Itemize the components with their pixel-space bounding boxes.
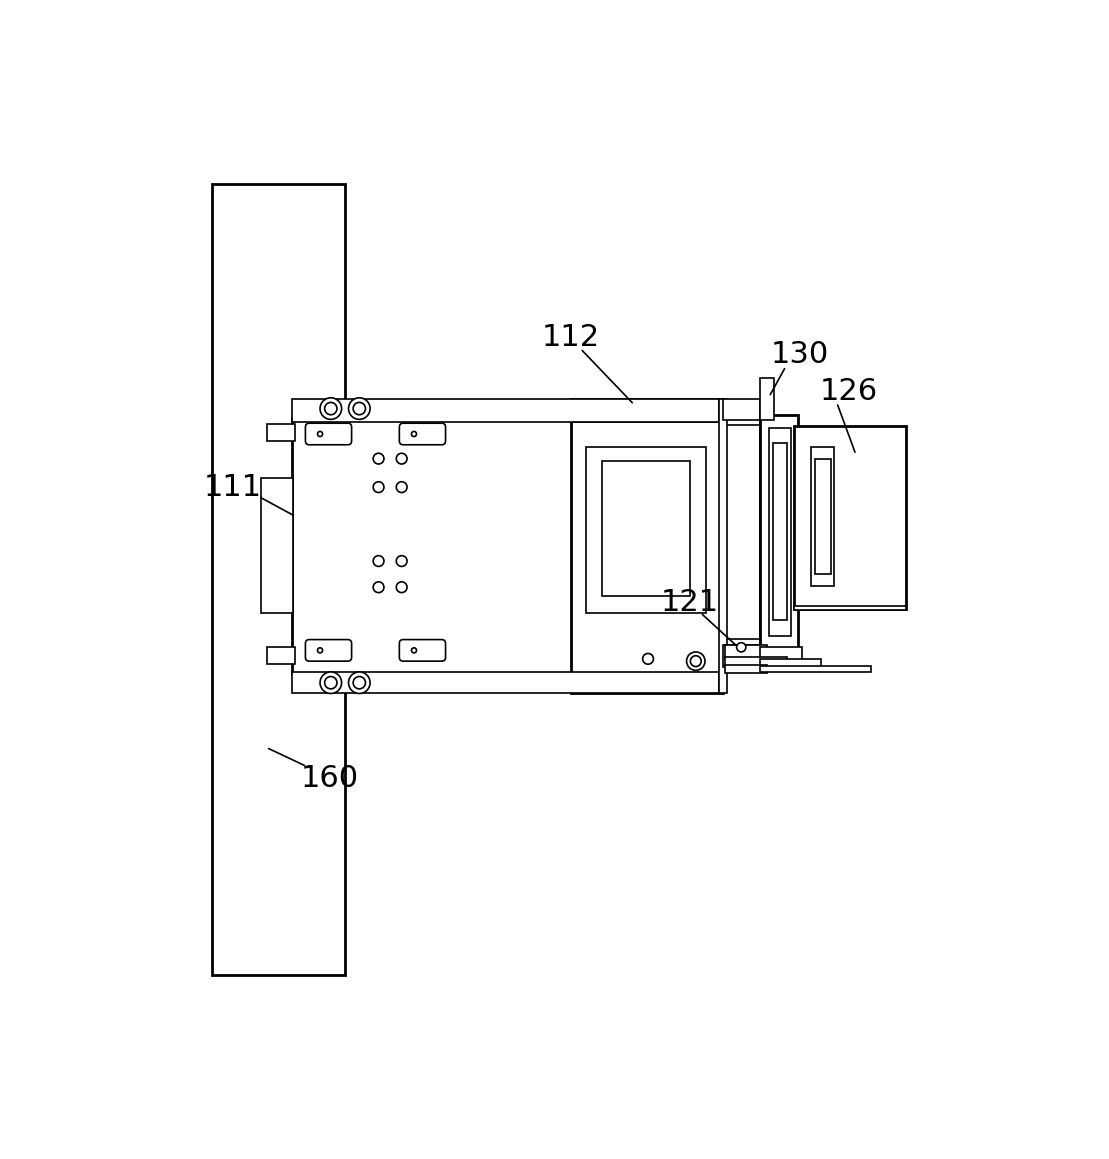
Circle shape xyxy=(373,582,384,592)
Bar xyxy=(725,656,786,668)
Circle shape xyxy=(643,654,653,664)
Bar xyxy=(267,424,295,440)
Bar xyxy=(794,425,906,608)
Bar xyxy=(212,184,345,976)
Bar xyxy=(723,399,760,420)
Bar xyxy=(773,443,786,620)
Circle shape xyxy=(325,402,337,415)
Circle shape xyxy=(686,651,705,670)
Bar xyxy=(760,647,802,661)
Bar xyxy=(723,644,760,666)
Circle shape xyxy=(325,677,337,688)
FancyBboxPatch shape xyxy=(399,423,446,445)
Bar xyxy=(815,459,831,574)
Text: 121: 121 xyxy=(661,588,719,617)
Circle shape xyxy=(396,555,407,567)
Circle shape xyxy=(353,677,366,688)
Circle shape xyxy=(396,482,407,493)
Circle shape xyxy=(348,398,370,420)
Circle shape xyxy=(317,648,323,653)
FancyBboxPatch shape xyxy=(305,423,352,445)
FancyBboxPatch shape xyxy=(399,640,446,661)
Bar xyxy=(587,447,705,613)
Circle shape xyxy=(396,582,407,592)
Bar xyxy=(292,418,572,675)
Bar xyxy=(292,672,719,693)
Bar xyxy=(760,665,872,672)
FancyBboxPatch shape xyxy=(305,640,352,661)
Text: 126: 126 xyxy=(820,377,877,406)
Circle shape xyxy=(321,672,342,693)
Circle shape xyxy=(373,482,384,493)
Bar xyxy=(571,399,723,693)
Bar xyxy=(725,665,767,672)
Text: 160: 160 xyxy=(301,764,359,793)
Bar xyxy=(760,415,798,649)
Bar xyxy=(769,428,791,636)
Circle shape xyxy=(353,402,366,415)
Circle shape xyxy=(373,555,384,567)
Circle shape xyxy=(321,398,342,420)
Bar xyxy=(602,461,691,596)
Circle shape xyxy=(411,648,417,653)
Circle shape xyxy=(348,672,370,693)
Circle shape xyxy=(317,431,323,437)
Bar xyxy=(812,447,834,585)
Bar xyxy=(794,606,906,611)
Bar xyxy=(760,378,774,420)
Text: 111: 111 xyxy=(203,473,262,502)
Bar xyxy=(267,647,295,664)
Bar xyxy=(725,644,767,658)
Text: 112: 112 xyxy=(541,323,599,352)
Bar xyxy=(719,399,726,693)
Circle shape xyxy=(411,431,417,437)
Circle shape xyxy=(396,453,407,464)
Circle shape xyxy=(736,642,746,651)
Bar xyxy=(723,416,760,647)
Circle shape xyxy=(691,656,701,666)
Circle shape xyxy=(373,453,384,464)
Bar xyxy=(760,658,822,668)
Text: 130: 130 xyxy=(771,341,828,370)
Bar xyxy=(292,399,719,422)
Bar xyxy=(261,478,293,613)
